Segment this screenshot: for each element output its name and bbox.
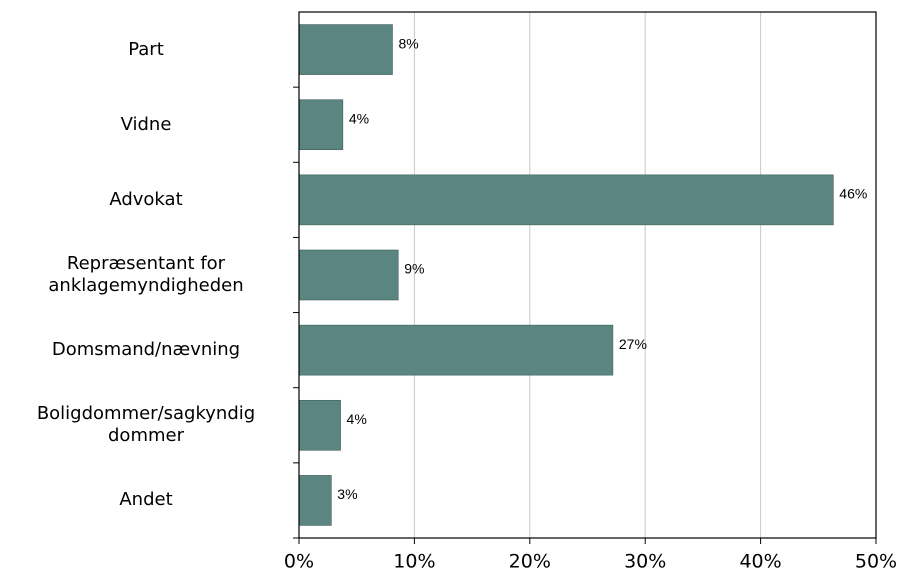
x-tick-label: 30% bbox=[624, 551, 666, 573]
value-label: 3% bbox=[337, 486, 357, 502]
bar bbox=[298, 475, 332, 526]
x-tick-label: 20% bbox=[509, 551, 551, 573]
bar bbox=[298, 324, 614, 376]
y-tick-label: Domsmand/nævning bbox=[51, 339, 241, 361]
y-tick-label: Repræsentant for anklagemyndigheden bbox=[48, 253, 244, 296]
y-tick-label: Vidne bbox=[120, 113, 172, 135]
bar bbox=[298, 24, 393, 75]
x-tick-label: 0% bbox=[284, 551, 314, 573]
y-tick-label: Boligdommer/sagkyndig dommer bbox=[36, 403, 256, 447]
x-tick-label: 10% bbox=[393, 551, 435, 573]
plot-border bbox=[298, 11, 877, 539]
bar bbox=[298, 174, 834, 226]
x-tick-label: 40% bbox=[739, 551, 781, 573]
bar bbox=[298, 399, 341, 451]
y-tick-label: Advokat bbox=[109, 188, 183, 210]
value-label: 46% bbox=[839, 186, 867, 202]
value-label: 4% bbox=[347, 411, 367, 427]
value-label: 4% bbox=[349, 110, 369, 126]
value-label: 9% bbox=[404, 261, 424, 277]
bar bbox=[298, 249, 399, 301]
value-label: 8% bbox=[398, 35, 418, 51]
x-tick-label: 50% bbox=[855, 551, 897, 573]
y-tick-label: Andet bbox=[119, 489, 173, 511]
bar bbox=[298, 99, 344, 151]
value-label: 27% bbox=[619, 336, 647, 352]
y-tick-label: Part bbox=[128, 38, 164, 60]
